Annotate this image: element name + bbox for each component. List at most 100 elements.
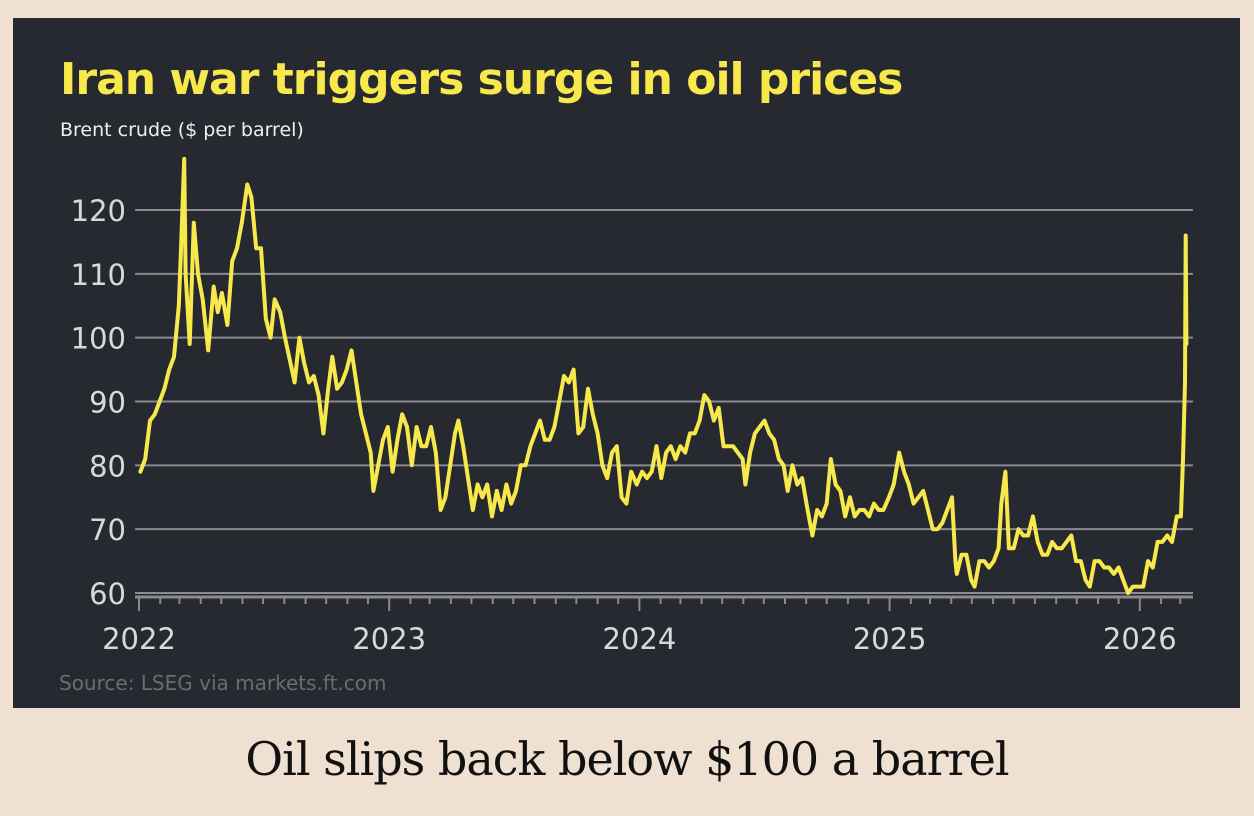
data-point <box>1175 514 1179 518</box>
data-point <box>283 336 287 340</box>
data-point <box>443 495 448 499</box>
data-point <box>581 425 585 429</box>
data-point <box>148 419 152 423</box>
data-point <box>786 489 790 493</box>
data-point <box>1112 572 1116 576</box>
data-point <box>931 527 935 531</box>
data-point <box>1146 559 1150 563</box>
data-point <box>877 508 881 512</box>
data-point <box>552 425 557 429</box>
x-tick-label-2022: 2022 <box>102 622 176 656</box>
data-point <box>335 387 339 391</box>
source-note: Source: LSEG via markets.ft.com <box>59 671 387 695</box>
data-point <box>480 495 485 499</box>
data-point <box>610 450 614 455</box>
data-point <box>977 559 981 563</box>
data-point <box>557 399 561 404</box>
data-point <box>741 457 745 461</box>
brent-price-line <box>138 156 1189 595</box>
data-point <box>177 304 181 308</box>
data-point <box>273 297 277 301</box>
data-point <box>1007 546 1011 550</box>
data-point <box>683 450 687 455</box>
data-point <box>945 508 949 512</box>
data-point <box>1165 533 1169 538</box>
data-point <box>595 431 600 436</box>
data-point <box>1003 470 1008 474</box>
data-point <box>635 482 639 487</box>
y-tick-label: 110 <box>71 258 126 292</box>
x-tick-label-2026: 2026 <box>1103 622 1177 656</box>
data-point <box>395 438 400 442</box>
data-point <box>935 527 940 531</box>
data-point <box>707 399 711 404</box>
data-point <box>800 476 804 480</box>
data-point <box>172 355 176 359</box>
data-point <box>509 502 513 506</box>
data-point <box>911 502 916 506</box>
data-point <box>278 310 282 314</box>
data-point <box>192 221 196 225</box>
data-point <box>702 393 706 397</box>
data-point <box>504 482 509 487</box>
data-point <box>721 444 726 448</box>
data-point <box>881 508 886 512</box>
data-point <box>254 246 258 250</box>
data-point <box>790 463 795 467</box>
data-point <box>400 412 404 416</box>
data-point <box>182 157 186 161</box>
data-point <box>376 463 380 467</box>
data-point <box>1179 514 1183 518</box>
y-tick-label: 100 <box>71 322 126 356</box>
data-point <box>220 291 224 295</box>
data-point <box>940 521 944 525</box>
data-point <box>1102 565 1106 570</box>
data-point <box>712 419 716 423</box>
data-point <box>629 470 633 474</box>
data-point <box>624 502 628 506</box>
data-point <box>619 495 624 499</box>
data-point <box>697 419 702 423</box>
data-point <box>731 444 735 448</box>
data-point <box>717 406 721 410</box>
data-point <box>969 578 973 582</box>
data-point <box>805 508 810 512</box>
data-point <box>485 482 489 487</box>
data-point <box>249 195 254 199</box>
data-point <box>405 425 409 429</box>
data-point <box>907 482 911 487</box>
data-point <box>386 425 390 429</box>
data-point <box>201 297 205 301</box>
data-point <box>659 476 663 480</box>
data-point <box>434 450 438 455</box>
y-tick-label: 120 <box>71 194 126 228</box>
data-point <box>1097 559 1101 563</box>
y-tick-label: 90 <box>89 386 126 420</box>
data-point <box>669 444 673 448</box>
data-point <box>815 508 819 512</box>
data-point <box>524 463 528 467</box>
data-point <box>188 342 192 346</box>
x-tick-label-2024: 2024 <box>602 622 676 656</box>
data-point <box>533 431 537 436</box>
data-point <box>330 355 334 359</box>
data-point <box>640 470 644 474</box>
data-point <box>259 246 263 250</box>
data-point <box>528 444 533 448</box>
data-point <box>1026 533 1030 538</box>
data-point <box>321 431 325 436</box>
data-point <box>410 463 414 467</box>
data-point <box>206 348 210 353</box>
data-point <box>514 489 518 493</box>
data-point <box>645 476 649 480</box>
data-point <box>415 425 419 429</box>
data-point <box>1107 565 1111 570</box>
data-point <box>843 514 847 518</box>
data-point <box>212 285 216 289</box>
data-point <box>600 463 604 467</box>
data-point <box>1092 559 1097 563</box>
data-point <box>371 489 376 493</box>
data-point <box>726 444 730 448</box>
data-point <box>471 508 475 512</box>
data-point <box>1156 540 1160 544</box>
